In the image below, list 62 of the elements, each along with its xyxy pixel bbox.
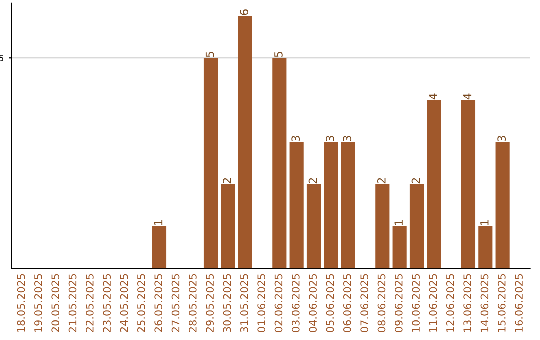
x-tick-label: 12.06.2025 (446, 274, 454, 332)
bar (324, 142, 338, 269)
data-label: 2 (412, 178, 420, 184)
bar (272, 58, 287, 269)
bar (152, 226, 167, 269)
bar (204, 58, 218, 269)
x-tick-label: 06.06.2025 (343, 274, 352, 332)
x-tick-label: 13.06.2025 (464, 274, 472, 332)
x-tick-label: 30.05.2025 (223, 274, 232, 332)
bar (496, 142, 510, 269)
x-tick-label: 29.05.2025 (206, 274, 214, 332)
x-tick-label: 08.06.2025 (378, 274, 386, 332)
data-label: 3 (292, 136, 300, 142)
data-label: 1 (394, 220, 403, 226)
x-tick-label: 05.06.2025 (326, 274, 334, 332)
data-label: 3 (326, 136, 334, 142)
x-tick-label: 27.05.2025 (172, 274, 180, 332)
data-label: 5 (274, 52, 283, 58)
x-tick-label: 02.06.2025 (274, 274, 283, 332)
bar (461, 100, 476, 269)
x-tick-label: 19.05.2025 (34, 274, 42, 332)
x-tick-label: 26.05.2025 (154, 274, 163, 332)
data-label: 2 (308, 178, 318, 184)
x-tick-label: 01.06.2025 (258, 274, 266, 332)
bar (290, 142, 304, 269)
x-tick-label: 18.05.2025 (17, 274, 26, 332)
x-tick-label: 28.05.2025 (188, 274, 197, 332)
data-label: 3 (498, 136, 506, 142)
x-tick-label: 24.05.2025 (120, 274, 128, 332)
x-tick-label: 11.06.2025 (429, 274, 438, 332)
bar (341, 142, 356, 269)
x-tick-label: 20.05.2025 (52, 274, 60, 332)
x-tick-label: 03.06.2025 (292, 274, 300, 332)
bar (238, 16, 252, 269)
data-label: 1 (480, 220, 489, 226)
data-label: 5 (206, 52, 214, 58)
data-label: 2 (222, 178, 232, 184)
x-tick-label: 09.06.2025 (394, 274, 403, 332)
bar (306, 184, 322, 269)
bar (427, 100, 442, 269)
x-tick-label: 10.06.2025 (412, 274, 420, 332)
data-label: 3 (343, 136, 352, 142)
data-label: 1 (154, 220, 163, 226)
bar (376, 184, 390, 269)
x-tick-label: 15.06.2025 (498, 274, 506, 332)
x-tick-label: 25.05.2025 (137, 274, 146, 332)
data-label: 6 (240, 10, 249, 16)
bar (221, 184, 236, 269)
x-tick-label: 22.05.2025 (86, 274, 94, 332)
x-tick-label: 14.06.2025 (480, 274, 489, 332)
bar (410, 184, 424, 269)
bar (478, 226, 493, 269)
bar (392, 226, 407, 269)
x-tick-label: 21.05.2025 (68, 274, 77, 332)
data-label: 2 (377, 178, 386, 184)
data-label: 4 (429, 94, 438, 100)
x-tick-label: 31.05.2025 (240, 274, 248, 332)
x-tick-label: 07.06.2025 (360, 274, 369, 332)
data-label: 4 (463, 94, 472, 100)
x-tick-label: 23.05.2025 (103, 274, 112, 332)
x-tick-label: 16.06.2025 (515, 274, 524, 332)
x-tick-label: 04.06.2025 (309, 274, 318, 332)
